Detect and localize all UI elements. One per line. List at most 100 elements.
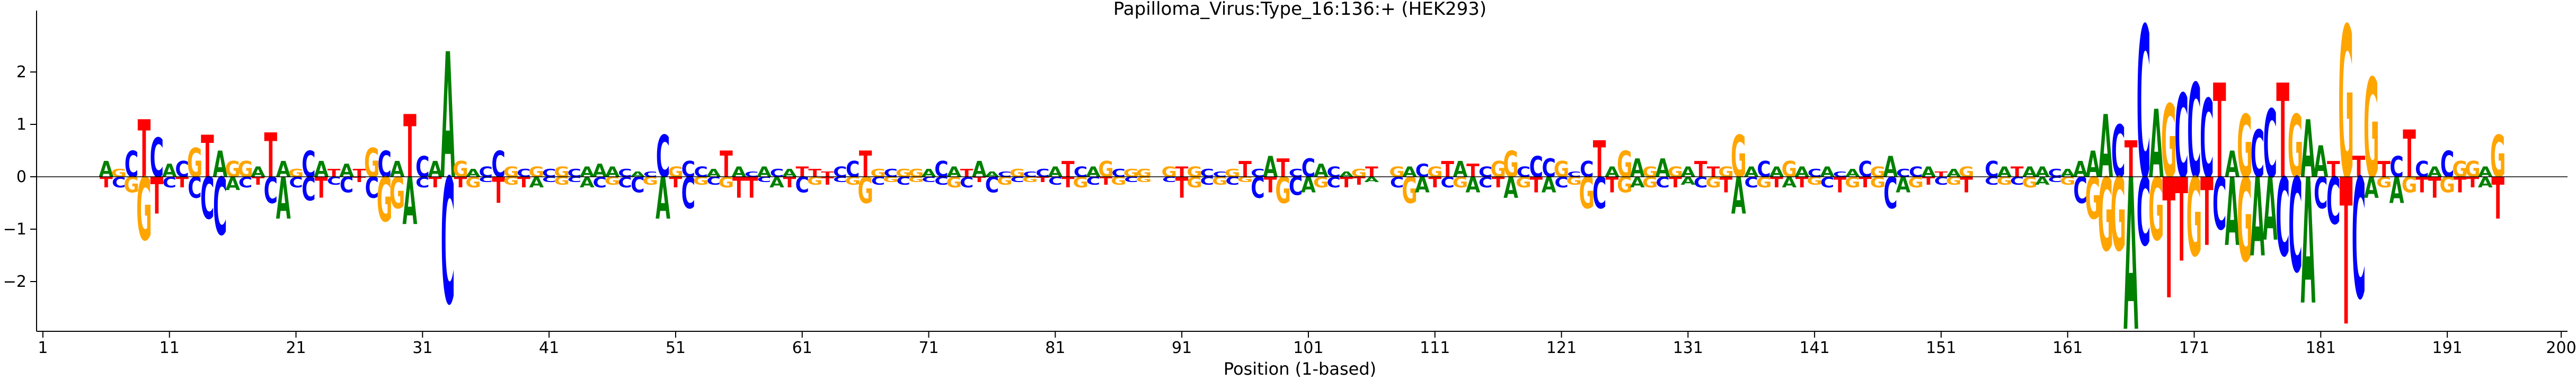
logo-glyph-a: A: [2427, 163, 2442, 180]
x-tick-label: 41: [539, 339, 559, 357]
logo-glyph-a: A: [1048, 163, 1063, 180]
logo-glyph-c: C: [568, 176, 581, 184]
logo-glyph-a: A: [2225, 159, 2239, 268]
logo-glyph-a: A: [782, 167, 797, 179]
logo-glyph-c: C: [884, 167, 898, 179]
logo-glyph-g: G: [2363, 51, 2379, 210]
logo-glyph-t: T: [1175, 163, 1189, 180]
x-tick-label: 71: [918, 339, 939, 357]
logo-glyph-g: G: [1136, 176, 1152, 184]
logo-glyph-c: C: [302, 170, 315, 208]
logo-glyph-c: C: [1086, 175, 1100, 187]
logo-glyph-g: G: [288, 167, 304, 179]
logo-glyph-c: C: [289, 174, 303, 191]
logo-glyph-g: G: [1351, 167, 1367, 179]
logo-glyph-c: C: [1074, 163, 1087, 180]
logo-glyph-c: C: [2200, 77, 2214, 203]
x-tick-label: 111: [1420, 339, 1450, 357]
logo-glyph-t: T: [1036, 176, 1049, 184]
logo-glyph-c: C: [1820, 174, 1834, 191]
logo-glyph-t: T: [201, 124, 214, 191]
logo-glyph-c: C: [175, 157, 189, 183]
x-ticks: 1 11 21 31 41 51 61 71 81 91 101 111 121 131 141 151 161…: [38, 331, 2576, 357]
logo-glyph-g: G: [1959, 163, 1975, 180]
logo-glyph-c: C: [1251, 167, 1264, 179]
logo-glyph-c: C: [1896, 167, 1910, 179]
x-tick-label: 51: [666, 339, 686, 357]
logo-glyph-g: G: [1123, 167, 1139, 179]
logo-glyph-g: G: [997, 175, 1013, 187]
logo-glyph-g: G: [237, 157, 253, 183]
logo-glyph-c: C: [1909, 163, 1923, 180]
logo-glyph-c: C: [694, 163, 707, 180]
logo-glyph-c: C: [871, 175, 885, 187]
logo-glyph-c: C: [2314, 168, 2327, 218]
logo-glyph-a: A: [1453, 157, 1468, 183]
logo-glyph-g: G: [870, 167, 886, 179]
logo-glyph-g: G: [1490, 157, 1506, 183]
logo-glyph-g: G: [2452, 157, 2468, 183]
x-tick-label: 181: [2306, 339, 2336, 357]
logo-glyph-t: T: [2124, 130, 2138, 188]
logo-glyph-g: G: [2288, 97, 2304, 197]
logo-glyph-g: G: [1731, 124, 1747, 191]
logo-glyph-g: G: [187, 140, 203, 186]
logo-glyph-t: T: [2466, 174, 2480, 191]
logo-glyph-g: G: [1946, 175, 1962, 187]
logo-glyph-c: C: [125, 144, 138, 186]
logo-glyph-a: A: [2225, 144, 2239, 186]
logo-glyph-g: G: [1111, 175, 1127, 187]
logo-glyph-c: C: [2263, 91, 2277, 200]
logo-glyph-c: C: [302, 144, 315, 186]
logo-glyph-a: A: [2149, 91, 2164, 200]
logo-glyph-c: C: [1592, 168, 1606, 218]
logo-glyph-c: C: [150, 126, 164, 189]
logo-glyph-g: G: [2237, 97, 2253, 197]
logo-glyph-c: C: [327, 175, 341, 187]
logo-glyph-a: A: [213, 144, 227, 186]
logo-glyph-t: T: [2352, 150, 2366, 184]
logo-glyph-c: C: [213, 161, 227, 254]
logo-glyph-g: G: [2060, 175, 2076, 187]
logo-glyph-g: G: [364, 140, 380, 186]
logo-glyph-c: C: [568, 167, 581, 179]
logo-glyph-c: C: [1517, 163, 1530, 180]
logo-glyph-c: C: [1010, 176, 1024, 184]
logo-glyph-c: C: [833, 176, 847, 184]
logo-glyph-c: C: [757, 176, 771, 184]
y-tick-label: −2: [3, 273, 26, 291]
x-tick-label: 11: [160, 339, 180, 357]
logo-glyph-c: C: [922, 176, 935, 184]
logo-glyph-t: T: [264, 121, 277, 192]
logo-glyph-g: G: [896, 167, 911, 179]
logo-glyph-t: T: [353, 167, 366, 179]
x-tick-label: 131: [1673, 339, 1703, 357]
logo-glyph-t: T: [1061, 157, 1075, 183]
logo-glyph-a: A: [592, 161, 607, 182]
logo-glyph-a: A: [1314, 161, 1329, 182]
logo-glyph-c: C: [1289, 172, 1303, 201]
logo-glyph-c: C: [1200, 175, 1214, 187]
logo-glyph-t: T: [252, 175, 265, 187]
logo-glyph-g: G: [1554, 157, 1570, 183]
x-tick-label: 1: [38, 339, 48, 357]
logo-glyph-c: C: [1326, 163, 1340, 180]
logo-glyph-c: C: [1112, 167, 1126, 179]
logo-glyph-g: G: [807, 175, 823, 187]
logo-glyph-t: T: [783, 174, 796, 191]
logo-glyph-c: C: [1808, 167, 1821, 179]
logo-glyph-t: T: [720, 144, 733, 186]
logo-glyph-t: T: [795, 163, 809, 180]
logo-glyph-g: G: [668, 163, 684, 180]
logo-glyph-t: T: [327, 167, 341, 179]
logo-glyph-t: T: [2327, 157, 2340, 183]
logo-glyph-t: T: [2213, 58, 2226, 208]
logo-glyph-a: A: [1402, 163, 1417, 180]
logo-glyph-a: A: [390, 157, 405, 183]
logo-glyph-c: C: [1985, 157, 1998, 183]
logo-glyph-a: A: [1656, 153, 1670, 183]
logo-glyph-a: A: [580, 163, 595, 180]
logo-glyph-g: G: [2085, 166, 2101, 233]
